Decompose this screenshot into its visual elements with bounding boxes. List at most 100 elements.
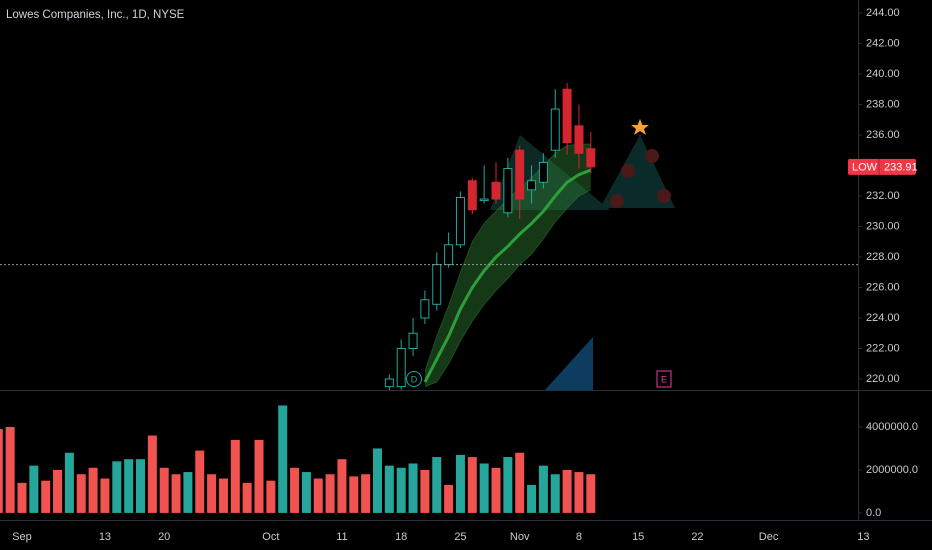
volume-bar bbox=[53, 469, 63, 513]
volume-bar bbox=[147, 435, 157, 513]
pattern-point bbox=[645, 149, 659, 163]
volume-bar bbox=[361, 474, 371, 513]
volume-bar bbox=[242, 482, 252, 513]
y-tick-label: 232.00 bbox=[866, 190, 900, 202]
volume-bar bbox=[88, 467, 98, 513]
volume-bar bbox=[76, 474, 86, 513]
volume-bar bbox=[278, 405, 288, 513]
y-tick-label: 236.00 bbox=[866, 129, 900, 141]
volume-bar bbox=[586, 474, 596, 513]
badge: D bbox=[406, 371, 422, 387]
y-tick-label: 238.00 bbox=[866, 98, 900, 110]
candle-body bbox=[503, 168, 513, 214]
volume-bar bbox=[491, 467, 501, 513]
candle-body bbox=[515, 149, 525, 200]
volume-bar bbox=[550, 474, 560, 513]
y-tick-label: 222.00 bbox=[866, 342, 900, 354]
pattern-point bbox=[621, 164, 635, 178]
pattern-point bbox=[610, 194, 624, 208]
volume-bar bbox=[432, 457, 442, 513]
volume-tick-label: 2000000.0 bbox=[866, 464, 918, 476]
candle-body bbox=[479, 198, 489, 202]
volume-bar bbox=[266, 480, 276, 513]
x-tick-label: 22 bbox=[691, 531, 703, 543]
volume-bar bbox=[100, 478, 110, 513]
x-tick-label: 13 bbox=[857, 531, 869, 543]
y-tick-label: 240.00 bbox=[866, 68, 900, 80]
y-tick-label: 224.00 bbox=[866, 312, 900, 324]
y-tick-label: 244.00 bbox=[866, 7, 900, 19]
volume-bar bbox=[408, 463, 418, 513]
pattern-point bbox=[657, 189, 671, 203]
badge-label: E bbox=[661, 374, 667, 384]
volume-bar bbox=[574, 472, 584, 513]
pattern-triangle bbox=[600, 135, 675, 208]
x-tick-label: 20 bbox=[158, 531, 170, 543]
volume-bar bbox=[373, 448, 382, 513]
volume-bar bbox=[5, 426, 15, 513]
volume-bar bbox=[124, 459, 134, 513]
candle-body bbox=[491, 181, 501, 200]
candle-body bbox=[562, 88, 572, 144]
x-tick-label: Nov bbox=[510, 531, 530, 543]
volume-bar bbox=[396, 467, 406, 513]
x-tick-label: 13 bbox=[99, 531, 111, 543]
volume-bar bbox=[538, 465, 548, 513]
candle-body bbox=[384, 378, 394, 388]
volume-bar bbox=[527, 484, 537, 513]
x-tick-label: Dec bbox=[759, 531, 779, 543]
candle-body bbox=[527, 180, 537, 191]
band-middle bbox=[423, 168, 592, 383]
volume-bar bbox=[515, 452, 525, 513]
volume-bar bbox=[325, 474, 335, 513]
y-tick-label: 242.00 bbox=[866, 37, 900, 49]
volume-bar bbox=[112, 461, 122, 513]
volume-bar bbox=[29, 465, 39, 513]
price-pane bbox=[384, 83, 596, 390]
x-tick-label: 18 bbox=[395, 531, 407, 543]
x-tick-label: 15 bbox=[632, 531, 644, 543]
x-tick-label: 8 bbox=[576, 531, 582, 543]
last-price-box bbox=[848, 158, 916, 175]
volume-bar bbox=[384, 465, 394, 513]
volume-bar bbox=[420, 469, 430, 513]
volume-bar bbox=[337, 459, 347, 513]
band-lower bbox=[424, 189, 592, 388]
chart-title: Lowes Companies, Inc., 1D, NYSE bbox=[6, 9, 185, 21]
candle-body bbox=[455, 197, 465, 246]
candle-body bbox=[550, 108, 560, 151]
x-tick-label: 11 bbox=[336, 531, 347, 543]
candle-body bbox=[574, 125, 584, 154]
volume-bar bbox=[562, 469, 572, 513]
y-tick-label: 228.00 bbox=[866, 251, 900, 263]
volume-bar bbox=[230, 439, 240, 513]
y-tick-label: 230.00 bbox=[866, 220, 900, 232]
volume-bar bbox=[195, 450, 205, 513]
candle-body bbox=[467, 180, 477, 211]
x-tick-label: Oct bbox=[262, 531, 279, 543]
badge-label: D bbox=[411, 374, 418, 384]
y-tick-label: 220.00 bbox=[866, 373, 900, 385]
volume-bar bbox=[64, 452, 74, 513]
volume-bar bbox=[254, 439, 264, 513]
wedge-shape bbox=[545, 337, 593, 390]
volume-bar bbox=[17, 482, 27, 513]
volume-bar bbox=[455, 454, 465, 513]
volume-bar bbox=[136, 459, 145, 513]
volume-bar bbox=[41, 480, 51, 513]
volume-bar bbox=[159, 467, 169, 513]
candle-body bbox=[396, 348, 406, 388]
y-tick-label: 226.00 bbox=[866, 281, 900, 293]
volume-bar bbox=[349, 476, 359, 513]
volume-bar bbox=[0, 429, 3, 513]
volume-tick-label: 0.0 bbox=[866, 507, 881, 519]
badge: E bbox=[656, 370, 672, 388]
volume-bar bbox=[171, 474, 181, 513]
candle-body bbox=[420, 299, 430, 319]
last-price-name: LOW bbox=[852, 161, 878, 173]
volume-bar bbox=[183, 472, 193, 513]
volume-bar bbox=[467, 457, 477, 513]
candle-body bbox=[586, 148, 596, 168]
